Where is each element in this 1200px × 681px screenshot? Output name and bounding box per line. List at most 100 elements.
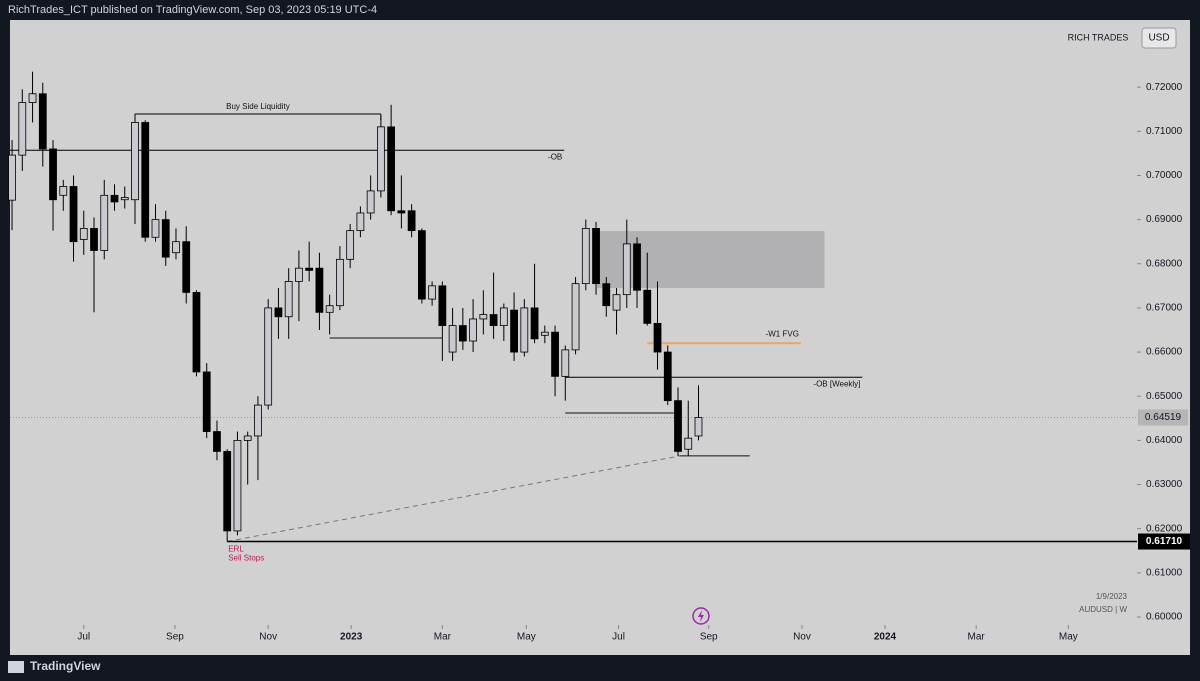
candle-body	[223, 451, 232, 532]
erl-note: ERL	[228, 545, 244, 554]
candle-body	[315, 267, 324, 313]
y-tick-label: 0.62000	[1146, 523, 1183, 534]
currency-label[interactable]: USD	[1148, 33, 1169, 44]
x-tick-label: Nov	[259, 632, 277, 643]
last-price-tag	[1138, 409, 1188, 426]
candle-body	[79, 228, 88, 240]
x-tick-label: 2024	[874, 632, 897, 643]
y-tick-label: 0.67000	[1146, 303, 1183, 314]
level-label: -OB	[548, 152, 562, 161]
account-label: RICH TRADES	[1068, 32, 1129, 42]
candle-body	[551, 331, 559, 377]
x-tick-label: Nov	[793, 632, 811, 643]
candle-body	[28, 93, 37, 103]
candle-body	[622, 243, 631, 296]
x-tick-label: May	[1059, 632, 1078, 643]
candle-body	[530, 307, 539, 340]
date-note: 1/9/2023	[1096, 592, 1128, 601]
event-icon[interactable]	[692, 607, 710, 625]
candle-body	[325, 305, 334, 313]
x-tick-label: Jul	[77, 632, 90, 643]
candle-body	[336, 258, 344, 307]
y-tick-label: 0.60000	[1146, 612, 1183, 623]
x-tick-label: Mar	[434, 632, 452, 643]
candle-body	[100, 194, 109, 251]
candle-body	[377, 126, 385, 192]
candle-body	[510, 309, 518, 353]
candle-body	[520, 307, 529, 353]
candle-body	[264, 307, 273, 406]
candle-body	[274, 307, 283, 318]
candle-body	[663, 351, 672, 402]
candle-body	[571, 283, 580, 351]
candle-body	[612, 294, 621, 311]
candle-body	[458, 325, 467, 342]
candle-body	[141, 122, 150, 238]
candle-body	[633, 243, 641, 291]
candle-body	[18, 102, 27, 156]
candle-body	[8, 154, 16, 201]
candle-body	[407, 210, 416, 232]
x-tick-label: Sep	[700, 632, 718, 643]
candle-body	[674, 400, 682, 452]
candle-body	[172, 241, 180, 254]
candle-body	[161, 219, 170, 258]
candle-body	[417, 230, 426, 300]
candle-body	[213, 431, 221, 452]
x-tick-label: Sep	[166, 632, 184, 643]
candle-body	[356, 212, 365, 232]
chart-background	[10, 20, 1190, 655]
candle-body	[397, 210, 406, 214]
candle-body	[202, 371, 211, 432]
candle-body	[192, 292, 201, 373]
candle-body	[90, 228, 98, 251]
y-tick-label: 0.70000	[1146, 170, 1183, 181]
candle-body	[438, 285, 447, 326]
y-tick-label: 0.63000	[1146, 479, 1183, 490]
event-icon-bolt	[698, 610, 704, 622]
ob-zone	[597, 231, 825, 289]
candle-body	[233, 439, 242, 532]
publish-header: RichTrades_ICT published on TradingView.…	[8, 4, 377, 16]
plot: 0.60000 0.61000 0.62000 0.63000 0.64000 0.650…	[8, 71, 1190, 643]
x-tick-label: Jul	[612, 632, 625, 643]
y-tick-label: 0.68000	[1146, 258, 1183, 269]
symbol-label: AUDUSD | W	[1079, 605, 1127, 614]
candle-body	[540, 331, 549, 336]
candle-body	[346, 230, 355, 260]
candle-body	[49, 148, 57, 201]
level-label: -OB [Weekly]	[813, 379, 860, 388]
candle-body	[694, 417, 703, 437]
candle-body	[38, 93, 47, 150]
candle-body	[489, 314, 498, 326]
y-tick-label: 0.72000	[1146, 82, 1183, 93]
level-label: -W1 FVG	[766, 329, 799, 338]
erl-price-tag	[1138, 533, 1190, 550]
brand-name: TradingView	[30, 659, 101, 673]
candle-body	[561, 349, 570, 377]
x-tick-label: Mar	[968, 632, 986, 643]
candle-body	[684, 437, 693, 450]
candle-body	[151, 219, 160, 238]
trend-line	[227, 455, 681, 543]
candle-body	[479, 314, 488, 320]
candle-body	[643, 289, 652, 324]
candle-body	[602, 283, 611, 307]
candle-body	[305, 267, 314, 271]
y-tick-label: 0.61000	[1146, 568, 1183, 579]
candle-body	[469, 318, 477, 342]
candle-body	[182, 241, 191, 293]
y-tick-label: 0.69000	[1146, 214, 1183, 225]
y-tick-label: 0.64000	[1146, 435, 1183, 446]
currency-button[interactable]	[1141, 27, 1177, 49]
x-tick-label: May	[517, 632, 536, 643]
candle-body	[653, 322, 662, 353]
candle-body	[592, 228, 600, 285]
candle-body	[254, 404, 262, 437]
candle-body	[131, 122, 139, 201]
candle-body	[243, 435, 252, 441]
last-price-label: 0.64519	[1145, 412, 1182, 423]
candle-body	[120, 197, 129, 201]
candle-body	[295, 267, 303, 282]
candle-body	[581, 228, 590, 285]
